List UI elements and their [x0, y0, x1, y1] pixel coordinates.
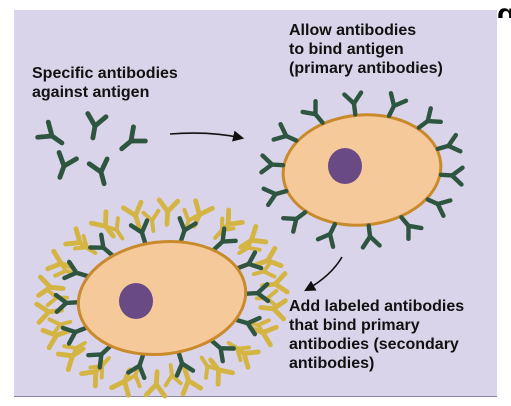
labeled-y-shaped-antibody-icon [88, 209, 116, 239]
nucleus-icon [328, 148, 362, 184]
y-shaped-antibody-icon [86, 156, 110, 187]
labeled-y-shaped-antibody-icon [231, 344, 261, 370]
free-antibodies [35, 111, 148, 187]
y-shaped-antibody-icon [177, 215, 198, 243]
labeled-y-shaped-antibody-icon [73, 233, 98, 255]
bottom-primary-antibody-layer [53, 215, 271, 381]
labeled-y-shaped-antibody-icon [180, 365, 204, 397]
y-shaped-antibody-icon [85, 111, 109, 141]
labeled-y-shaped-antibody-icon [199, 355, 221, 380]
cell-icon [76, 239, 248, 357]
labeled-y-shaped-antibody-icon [163, 363, 183, 388]
y-shaped-antibody-icon [234, 315, 262, 337]
labeled-y-shaped-antibody-icon [103, 216, 125, 241]
y-shaped-antibody-icon [62, 259, 90, 281]
y-shaped-antibody-icon [35, 119, 65, 146]
y-shaped-antibody-icon [210, 338, 236, 364]
y-shaped-antibody-icon [60, 325, 88, 346]
labeled-y-shaped-antibody-icon [63, 226, 93, 252]
y-shaped-antibody-icon [300, 98, 325, 125]
y-shaped-antibody-icon [438, 165, 465, 187]
y-shaped-antibody-icon [435, 132, 463, 154]
corner-glyph: g [497, 0, 511, 18]
y-shaped-antibody-icon [259, 153, 286, 175]
labeled-y-shaped-antibody-icon [141, 208, 161, 233]
y-shaped-antibody-icon [342, 90, 364, 117]
labeled-y-shaped-antibody-icon [251, 259, 277, 279]
labeled-y-shaped-antibody-icon [47, 317, 73, 337]
y-shaped-antibody-icon [56, 150, 79, 180]
step2-label: Allow antibodies to bind antigen (primar… [289, 22, 443, 77]
nucleus-icon [119, 283, 153, 319]
y-shaped-antibody-icon [315, 222, 338, 249]
y-shaped-antibody-icon [244, 281, 271, 304]
y-shaped-antibody-icon [261, 186, 289, 208]
y-shaped-antibody-icon [128, 218, 150, 246]
labeled-y-shaped-antibody-icon [143, 369, 168, 399]
labeled-y-shaped-antibody-icon [62, 341, 87, 362]
labeled-y-shaped-antibody-icon [237, 234, 262, 255]
labeled-y-shaped-antibody-icon [120, 199, 144, 231]
arrows [169, 130, 343, 292]
top-primary-antibody-layer [259, 90, 465, 250]
y-shaped-antibody-icon [88, 232, 114, 258]
y-shaped-antibody-icon [126, 353, 147, 381]
y-shaped-antibody-icon [174, 350, 196, 378]
arrow-icon [169, 130, 245, 142]
y-shaped-antibody-icon [53, 292, 80, 315]
y-shaped-antibody-icon [119, 124, 148, 152]
y-shaped-antibody-icon [236, 250, 264, 271]
y-shaped-antibody-icon [86, 344, 112, 370]
arrow-icon [304, 256, 343, 292]
y-shaped-antibody-icon [399, 215, 424, 242]
y-shaped-antibody-icon [212, 226, 238, 252]
y-shaped-antibody-icon [360, 223, 382, 250]
cells [76, 113, 443, 357]
labeled-y-shaped-antibody-icon [226, 341, 251, 363]
step3-label: Add labeled antibodies that bind primary… [289, 298, 465, 372]
y-shaped-antibody-icon [281, 210, 308, 234]
y-shaped-antibody-icon [271, 122, 299, 143]
step1-label: Specific antibodies against antigen [32, 65, 178, 101]
labeled-y-shaped-antibody-icon [156, 197, 181, 227]
y-shaped-antibody-icon [425, 197, 453, 218]
y-shaped-antibody-icon [386, 91, 409, 118]
y-shaped-antibody-icon [416, 106, 443, 130]
